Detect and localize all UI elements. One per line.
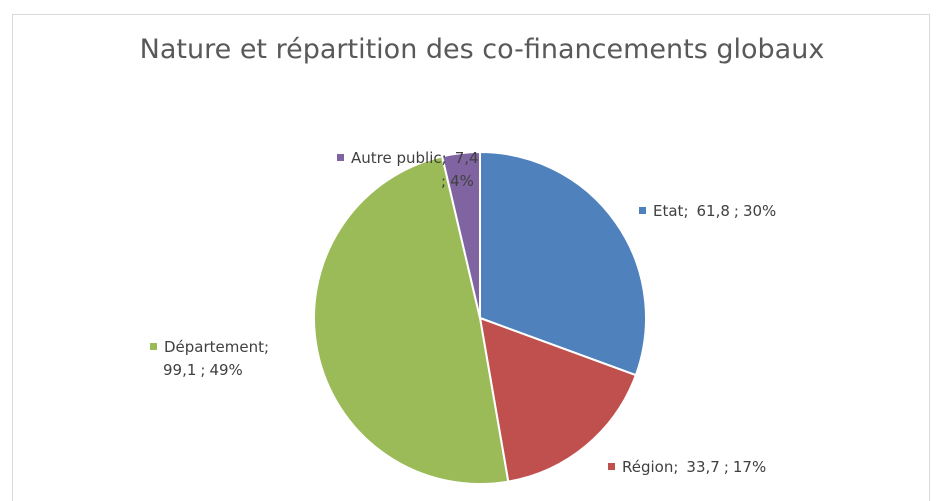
data-label-part: ; [724, 458, 729, 476]
legend-marker [608, 463, 615, 470]
data-label-part: Région [622, 458, 673, 476]
data-label-part: ; [683, 202, 688, 220]
data-label-part: ; [200, 361, 205, 379]
chart-title: Nature et répartition des co-financement… [140, 34, 825, 65]
data-label-part: Autre public [351, 149, 442, 167]
data-label-part: ; [441, 172, 446, 190]
data-label-part: 49% [209, 361, 242, 379]
data-label: Etat; 61,8; 30% [653, 202, 776, 220]
pie-slice [478, 316, 638, 483]
data-label-part: 99,1 [163, 361, 196, 379]
data-label-part: 61,8 [697, 202, 730, 220]
pie-slice [440, 150, 481, 319]
legend-marker [150, 343, 157, 350]
data-label-part: ; [734, 202, 739, 220]
data-label: Département; 99,1; 49% [163, 338, 269, 379]
data-label-part: ; [442, 149, 447, 167]
data-label-part: 17% [733, 458, 766, 476]
data-label-part: Département [164, 338, 264, 356]
data-label-part: 33,7 [686, 458, 719, 476]
legend-marker [639, 207, 646, 214]
data-label-part: ; [264, 338, 269, 356]
legend-marker [337, 154, 344, 161]
data-label-part: Etat [653, 202, 684, 220]
data-label-part: 30% [743, 202, 776, 220]
data-label-part: 7,4 [455, 149, 479, 167]
data-label: Autre public; 7,4; 4% [351, 149, 479, 190]
data-label-part: 4% [450, 172, 474, 190]
data-label-part: ; [673, 458, 678, 476]
pie-slice [313, 155, 510, 485]
pie-slice [479, 150, 647, 377]
data-label: Région; 33,7; 17% [622, 458, 766, 476]
